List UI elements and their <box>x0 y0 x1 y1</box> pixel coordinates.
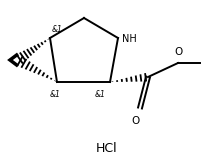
Text: O: O <box>132 116 140 126</box>
Text: &1: &1 <box>50 90 60 99</box>
Text: NH: NH <box>122 34 137 44</box>
Text: HCl: HCl <box>96 141 118 155</box>
Text: O: O <box>175 47 183 57</box>
Text: &1: &1 <box>52 25 63 33</box>
Text: &1: &1 <box>95 90 106 99</box>
